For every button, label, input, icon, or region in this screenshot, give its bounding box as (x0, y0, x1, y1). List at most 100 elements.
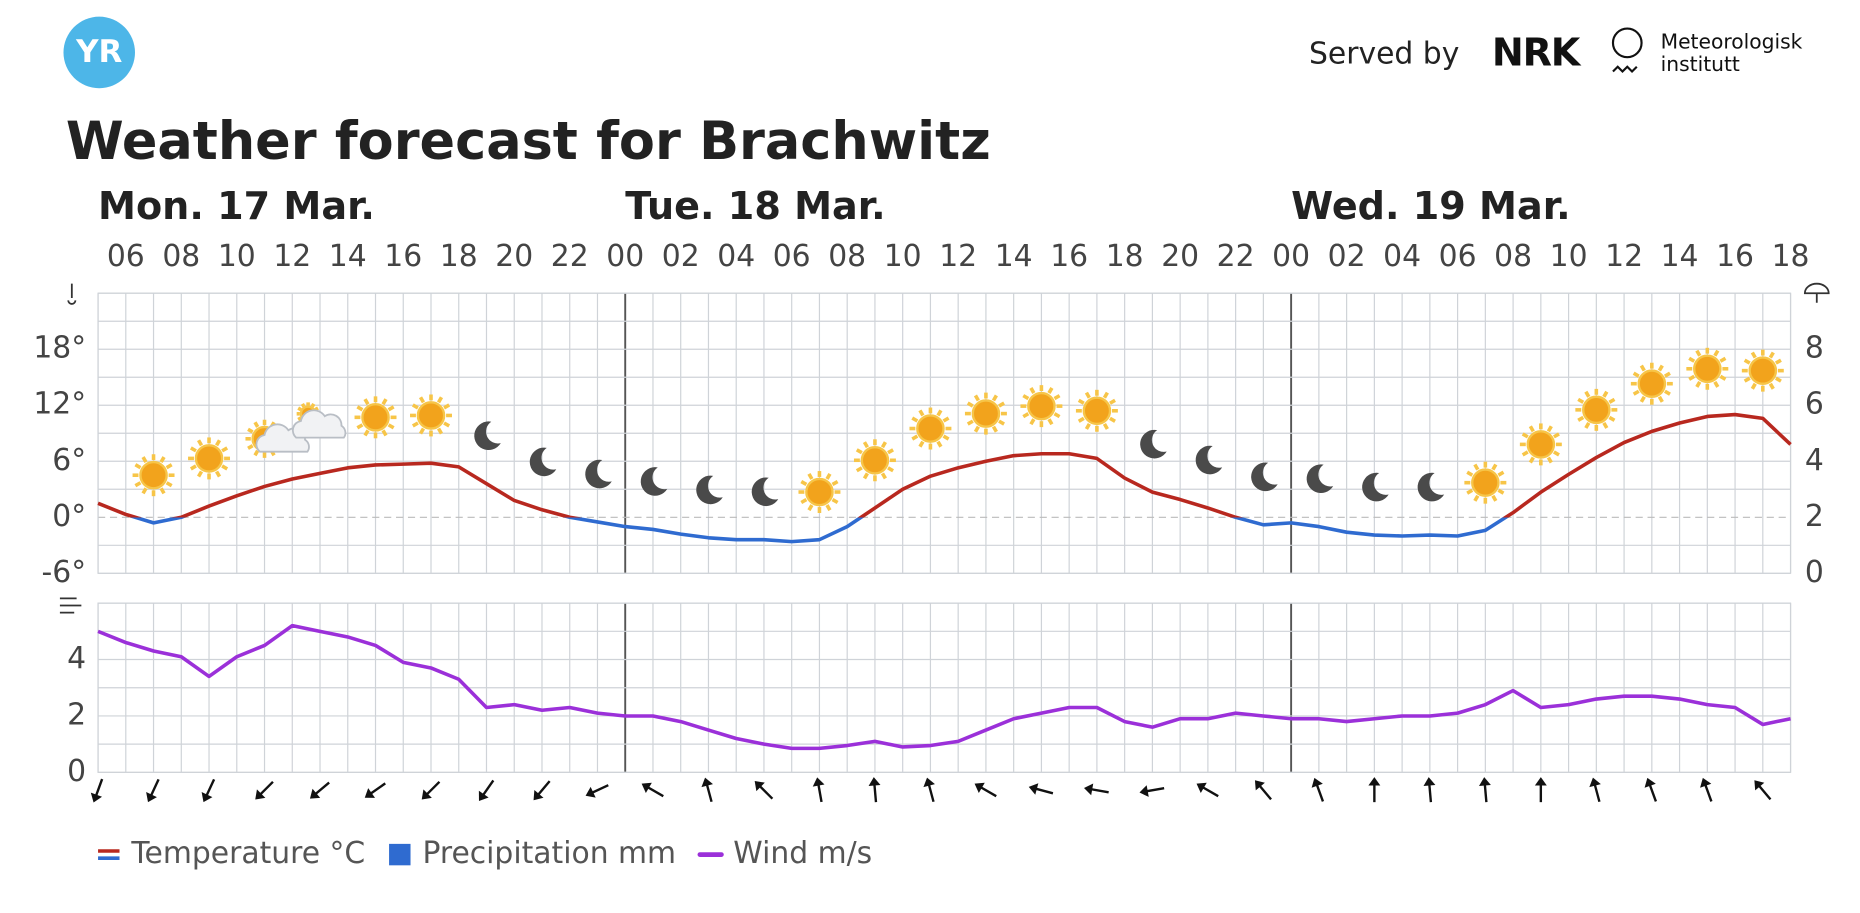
sun-ray (1639, 395, 1646, 403)
sun-ray (880, 472, 887, 480)
sun-ray (1047, 387, 1054, 394)
sun-ray (1084, 422, 1091, 430)
met-logo-wave (1612, 65, 1638, 74)
sun-ray (807, 472, 814, 480)
sun-ray (247, 427, 254, 434)
sun-ray (196, 470, 204, 478)
sun-disc (1526, 430, 1556, 459)
wind-arrow (641, 782, 664, 798)
wind-arrow (1368, 777, 1381, 803)
sun-ray (1713, 349, 1720, 357)
sun-ray (1632, 371, 1640, 378)
moon-icon (1140, 429, 1167, 459)
sun-ray (1022, 412, 1030, 419)
y-tick-label: -6° (42, 555, 87, 590)
sun-ray (1632, 389, 1640, 396)
wind-arrow (812, 777, 825, 803)
sun-ray (215, 470, 222, 478)
arrow-head (1754, 780, 1765, 791)
moon-icon (1417, 472, 1445, 502)
sun-icon (410, 394, 452, 437)
wind-arrow (868, 777, 881, 803)
sun-ray (880, 441, 887, 449)
sun-ray (1774, 358, 1782, 365)
sun-ray (134, 481, 142, 488)
sun-ray (1521, 450, 1529, 457)
sun-ray (1602, 390, 1609, 398)
sun-ray (800, 498, 808, 505)
wind-arrow (478, 779, 495, 801)
cloud-icon (291, 409, 347, 439)
arrow-head (1700, 777, 1712, 788)
x-tick-label: 08 (828, 239, 866, 274)
sun-ray (1577, 415, 1585, 422)
sun-ray (356, 405, 364, 412)
sun-disc (1582, 395, 1611, 425)
sun-ray (1768, 351, 1775, 359)
sun-ray (1657, 395, 1664, 403)
sun-ray (297, 416, 302, 422)
met-name: institutt (1661, 52, 1740, 76)
sun-ray (1584, 422, 1591, 429)
x-tick-label: 06 (773, 239, 811, 274)
sun-ray (887, 448, 894, 455)
sun-disc (361, 403, 390, 432)
sun-ray (1695, 380, 1702, 388)
sun-ray (991, 425, 998, 433)
sun-icon (909, 407, 952, 450)
x-tick-label: 00 (1272, 239, 1310, 274)
wind-arrow (1644, 777, 1658, 802)
sun-ray (911, 416, 919, 423)
moon-icon (1362, 472, 1389, 502)
sun-icon (1630, 362, 1673, 405)
axis-icons (59, 282, 1830, 614)
x-tick-label: 20 (1161, 239, 1199, 274)
wind-arrow (90, 778, 104, 803)
moon-icon (1306, 464, 1334, 493)
sun-ray (1663, 371, 1671, 378)
sun-disc (194, 444, 224, 473)
sun-disc (971, 399, 1001, 428)
grid (97, 292, 1792, 773)
wind-arrow (201, 778, 216, 803)
x-tick-label: 04 (1383, 239, 1421, 274)
sun-ray (215, 439, 222, 447)
logo-circle (63, 16, 135, 89)
x-tick-label: 04 (717, 239, 755, 274)
sun-ray (825, 504, 832, 512)
arrow-head (1196, 782, 1207, 794)
sun-ray (1473, 463, 1480, 471)
y-tick-label: 6° (52, 443, 86, 478)
x-tick-label: 14 (329, 239, 367, 274)
arrow-head (1368, 777, 1381, 786)
sun-ray (310, 403, 316, 408)
legend-label: Wind m/s (733, 836, 872, 871)
sun-ray (1109, 398, 1116, 405)
arrow-head (812, 777, 825, 787)
x-tick-label: 10 (1550, 239, 1588, 274)
sun-ray (189, 446, 197, 453)
sun-ray (189, 464, 197, 471)
sun-ray (1750, 382, 1757, 390)
sun-ray (196, 439, 204, 447)
y-tick-label: 0 (67, 754, 86, 789)
y2-tick-label: 4 (1805, 443, 1824, 478)
moon-icon (640, 467, 668, 496)
y2-tick-label: 8 (1805, 331, 1824, 366)
sun-icon (1075, 389, 1118, 432)
arrow-head (255, 789, 266, 800)
sun-ray (381, 429, 388, 437)
sun-ray (973, 394, 980, 402)
sun-ray (942, 434, 950, 441)
sun-ray (387, 423, 395, 430)
x-tick-label: 18 (1772, 239, 1810, 274)
sun-ray (418, 396, 426, 404)
title: Weather forecast for Brachwitz (66, 111, 991, 172)
sun-disc (139, 460, 168, 490)
sun-icon (964, 392, 1007, 435)
arrow-head (974, 782, 985, 794)
sun-ray (141, 487, 148, 495)
sun-ray (159, 456, 166, 464)
sun-ray (159, 487, 166, 495)
arrow-head (754, 780, 765, 792)
